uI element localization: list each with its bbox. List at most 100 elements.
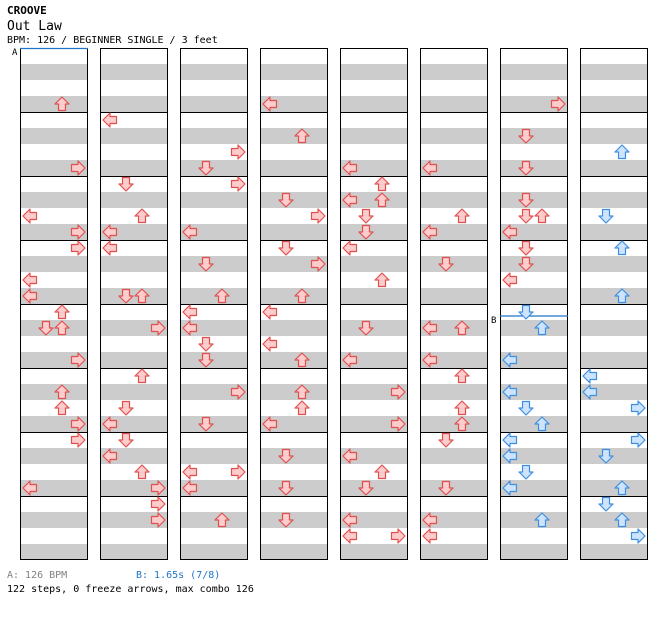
beat-band <box>340 64 408 80</box>
beat-band <box>420 384 488 400</box>
right-arrow-icon <box>70 160 86 176</box>
beat-band <box>420 256 488 272</box>
beat-band <box>20 192 88 208</box>
left-arrow-icon <box>342 512 358 528</box>
beat-band <box>500 288 568 304</box>
left-arrow-icon <box>182 304 198 320</box>
right-arrow-icon <box>70 224 86 240</box>
down-arrow-icon <box>278 512 294 528</box>
beat-band <box>420 480 488 496</box>
down-arrow-icon <box>118 176 134 192</box>
down-arrow-icon <box>598 448 614 464</box>
beat-band <box>260 352 328 368</box>
right-arrow-icon <box>630 400 646 416</box>
right-arrow-icon <box>230 384 246 400</box>
up-arrow-icon <box>374 192 390 208</box>
up-arrow-icon <box>534 512 550 528</box>
up-arrow-icon <box>54 400 70 416</box>
down-arrow-icon <box>518 464 534 480</box>
beat-band <box>500 96 568 112</box>
beat-band <box>100 192 168 208</box>
up-arrow-icon <box>54 96 70 112</box>
beat-band <box>180 448 248 464</box>
beat-band <box>420 448 488 464</box>
chart-column <box>500 48 568 560</box>
beat-band <box>580 480 648 496</box>
beat-band <box>340 128 408 144</box>
beat-band <box>420 288 488 304</box>
left-arrow-icon <box>182 320 198 336</box>
beat-band <box>100 352 168 368</box>
down-arrow-icon <box>518 128 534 144</box>
beat-band <box>260 256 328 272</box>
beat-band <box>260 96 328 112</box>
speed-marker-a: A <box>12 48 18 58</box>
beat-band <box>20 480 88 496</box>
beat-band <box>180 384 248 400</box>
beat-band <box>500 224 568 240</box>
beat-band <box>100 512 168 528</box>
beat-band <box>500 128 568 144</box>
down-arrow-icon <box>518 304 534 320</box>
left-arrow-icon <box>102 224 118 240</box>
beat-band <box>260 448 328 464</box>
up-arrow-icon <box>294 288 310 304</box>
right-arrow-icon <box>230 176 246 192</box>
up-arrow-icon <box>374 176 390 192</box>
right-arrow-icon <box>70 240 86 256</box>
left-arrow-icon <box>102 240 118 256</box>
beat-band <box>340 416 408 432</box>
left-arrow-icon <box>182 464 198 480</box>
left-arrow-icon <box>342 352 358 368</box>
left-arrow-icon <box>502 448 518 464</box>
beat-band <box>20 416 88 432</box>
beat-band <box>20 512 88 528</box>
down-arrow-icon <box>518 400 534 416</box>
right-arrow-icon <box>630 432 646 448</box>
left-arrow-icon <box>422 320 438 336</box>
beat-band <box>580 320 648 336</box>
up-arrow-icon <box>214 288 230 304</box>
beat-band <box>580 256 648 272</box>
beat-band <box>420 544 488 560</box>
beat-band <box>580 160 648 176</box>
up-arrow-icon <box>454 400 470 416</box>
chart-info: BPM: 126 / BEGINNER SINGLE / 3 feet <box>7 35 218 46</box>
up-arrow-icon <box>534 416 550 432</box>
brand-title: CROOVE <box>7 4 47 17</box>
beat-band <box>580 192 648 208</box>
beat-band <box>180 64 248 80</box>
beat-band <box>20 288 88 304</box>
left-arrow-icon <box>22 272 38 288</box>
beat-band <box>500 64 568 80</box>
beat-band <box>20 128 88 144</box>
left-arrow-icon <box>422 352 438 368</box>
left-arrow-icon <box>502 384 518 400</box>
beat-band <box>340 192 408 208</box>
right-arrow-icon <box>390 384 406 400</box>
beat-band <box>260 416 328 432</box>
beat-band <box>420 64 488 80</box>
left-arrow-icon <box>262 336 278 352</box>
beat-band <box>580 544 648 560</box>
down-arrow-icon <box>118 400 134 416</box>
beat-band <box>340 256 408 272</box>
beat-band <box>580 128 648 144</box>
right-arrow-icon <box>310 208 326 224</box>
chart-column <box>260 48 328 560</box>
beat-band <box>180 160 248 176</box>
left-arrow-icon <box>262 304 278 320</box>
left-arrow-icon <box>342 240 358 256</box>
down-arrow-icon <box>518 192 534 208</box>
beat-band <box>20 352 88 368</box>
beat-band <box>340 96 408 112</box>
up-arrow-icon <box>54 320 70 336</box>
right-arrow-icon <box>70 416 86 432</box>
song-title: Out Law <box>7 19 62 34</box>
up-arrow-icon <box>294 128 310 144</box>
up-arrow-icon <box>614 288 630 304</box>
left-arrow-icon <box>422 528 438 544</box>
beat-band <box>260 512 328 528</box>
left-arrow-icon <box>342 448 358 464</box>
left-arrow-icon <box>102 448 118 464</box>
